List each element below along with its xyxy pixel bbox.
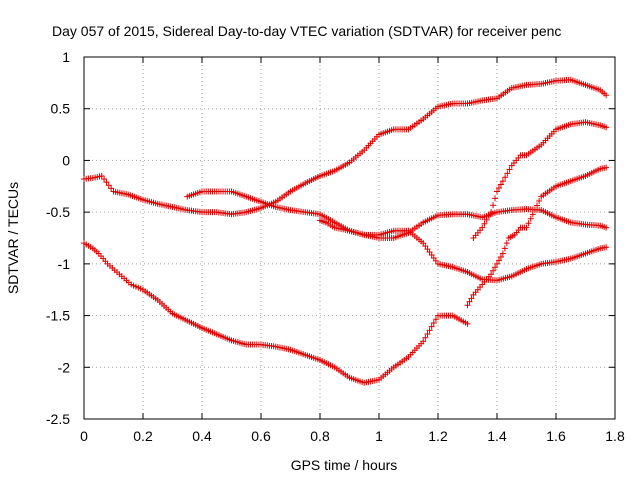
data-point xyxy=(485,213,492,220)
series-C xyxy=(184,188,610,284)
x-tick-label: 1.4 xyxy=(487,428,507,444)
data-point xyxy=(495,185,502,192)
y-tick-label: -0.5 xyxy=(46,204,70,220)
data-point xyxy=(603,224,610,231)
data-point xyxy=(603,92,610,99)
data-point xyxy=(103,179,110,186)
data-point xyxy=(424,331,431,338)
data-point xyxy=(603,164,610,171)
data-point xyxy=(428,323,435,330)
y-axis-label: SDTVAR / TECUs xyxy=(5,182,21,294)
data-point xyxy=(501,245,508,252)
data-point xyxy=(101,176,108,183)
x-tick-label: 1.2 xyxy=(428,428,448,444)
data-point xyxy=(468,295,475,302)
x-tick-labels: 0 0.2 0.4 0.6 0.8 1 1.2 1.4 1.6 1.8 xyxy=(80,428,625,444)
data-point xyxy=(488,209,495,216)
x-tick-label: 1.6 xyxy=(546,428,566,444)
data-point xyxy=(483,216,490,223)
data-point xyxy=(492,195,499,202)
data-point xyxy=(523,224,530,231)
series-A xyxy=(81,76,610,218)
data-point xyxy=(420,338,427,345)
series-E xyxy=(470,119,610,241)
y-tick-label: -2 xyxy=(58,359,71,375)
data-point xyxy=(506,166,513,173)
x-tick-label: 1 xyxy=(375,428,383,444)
data-point xyxy=(492,264,499,271)
y-tick-label: 0 xyxy=(62,152,70,168)
data-point xyxy=(494,260,500,267)
data-point xyxy=(497,253,504,260)
data-point xyxy=(527,215,534,222)
data-point xyxy=(479,224,486,231)
data-point xyxy=(430,319,437,326)
data-point xyxy=(105,182,112,189)
data-point xyxy=(490,202,497,209)
y-tick-label: 0.5 xyxy=(51,101,71,117)
plot-frame xyxy=(83,56,616,420)
x-tick-label: 0.8 xyxy=(310,428,330,444)
data-point xyxy=(495,257,502,264)
x-tick-label: 0.6 xyxy=(251,428,271,444)
data-point xyxy=(504,170,511,177)
y-tick-labels: 1 0.5 0 -0.5 -1 -1.5 -2 -2.5 xyxy=(46,49,70,427)
series-B xyxy=(81,240,471,386)
x-tick-label: 0.4 xyxy=(192,428,212,444)
data-point xyxy=(529,211,536,218)
x-axis-label: GPS time / hours xyxy=(291,457,398,473)
data-point xyxy=(534,202,541,209)
data-point xyxy=(536,198,543,205)
axis-ticks xyxy=(83,56,616,420)
data-point xyxy=(466,298,473,305)
x-tick-label: 0.2 xyxy=(133,428,153,444)
grid xyxy=(84,57,615,419)
data-point xyxy=(603,124,610,131)
data-point xyxy=(531,206,538,213)
data-point xyxy=(494,188,500,195)
series-F xyxy=(464,164,610,309)
data-point xyxy=(497,181,504,188)
data-point xyxy=(426,327,433,334)
data-point xyxy=(499,178,506,185)
y-tick-label: -2.5 xyxy=(46,411,70,427)
data-point xyxy=(490,267,497,274)
data-point xyxy=(464,302,471,309)
y-tick-label: -1.5 xyxy=(46,308,70,324)
data-point xyxy=(432,316,439,323)
data-point xyxy=(603,244,610,251)
series-D xyxy=(317,206,610,241)
y-tick-label: -1 xyxy=(58,256,71,272)
chart-title: Day 057 of 2015, Sidereal Day-to-day VTE… xyxy=(52,23,561,39)
y-tick-label: 1 xyxy=(62,49,70,65)
data-points xyxy=(81,76,610,386)
data-point xyxy=(525,220,532,227)
data-point xyxy=(488,271,495,278)
data-point xyxy=(499,250,506,257)
data-point xyxy=(503,240,510,247)
data-point xyxy=(464,320,471,327)
data-point xyxy=(422,334,429,341)
data-point xyxy=(481,220,488,227)
data-point xyxy=(98,172,105,179)
data-point xyxy=(502,174,509,181)
x-tick-label: 0 xyxy=(80,428,88,444)
data-point xyxy=(108,185,115,192)
x-tick-label: 1.8 xyxy=(605,428,625,444)
